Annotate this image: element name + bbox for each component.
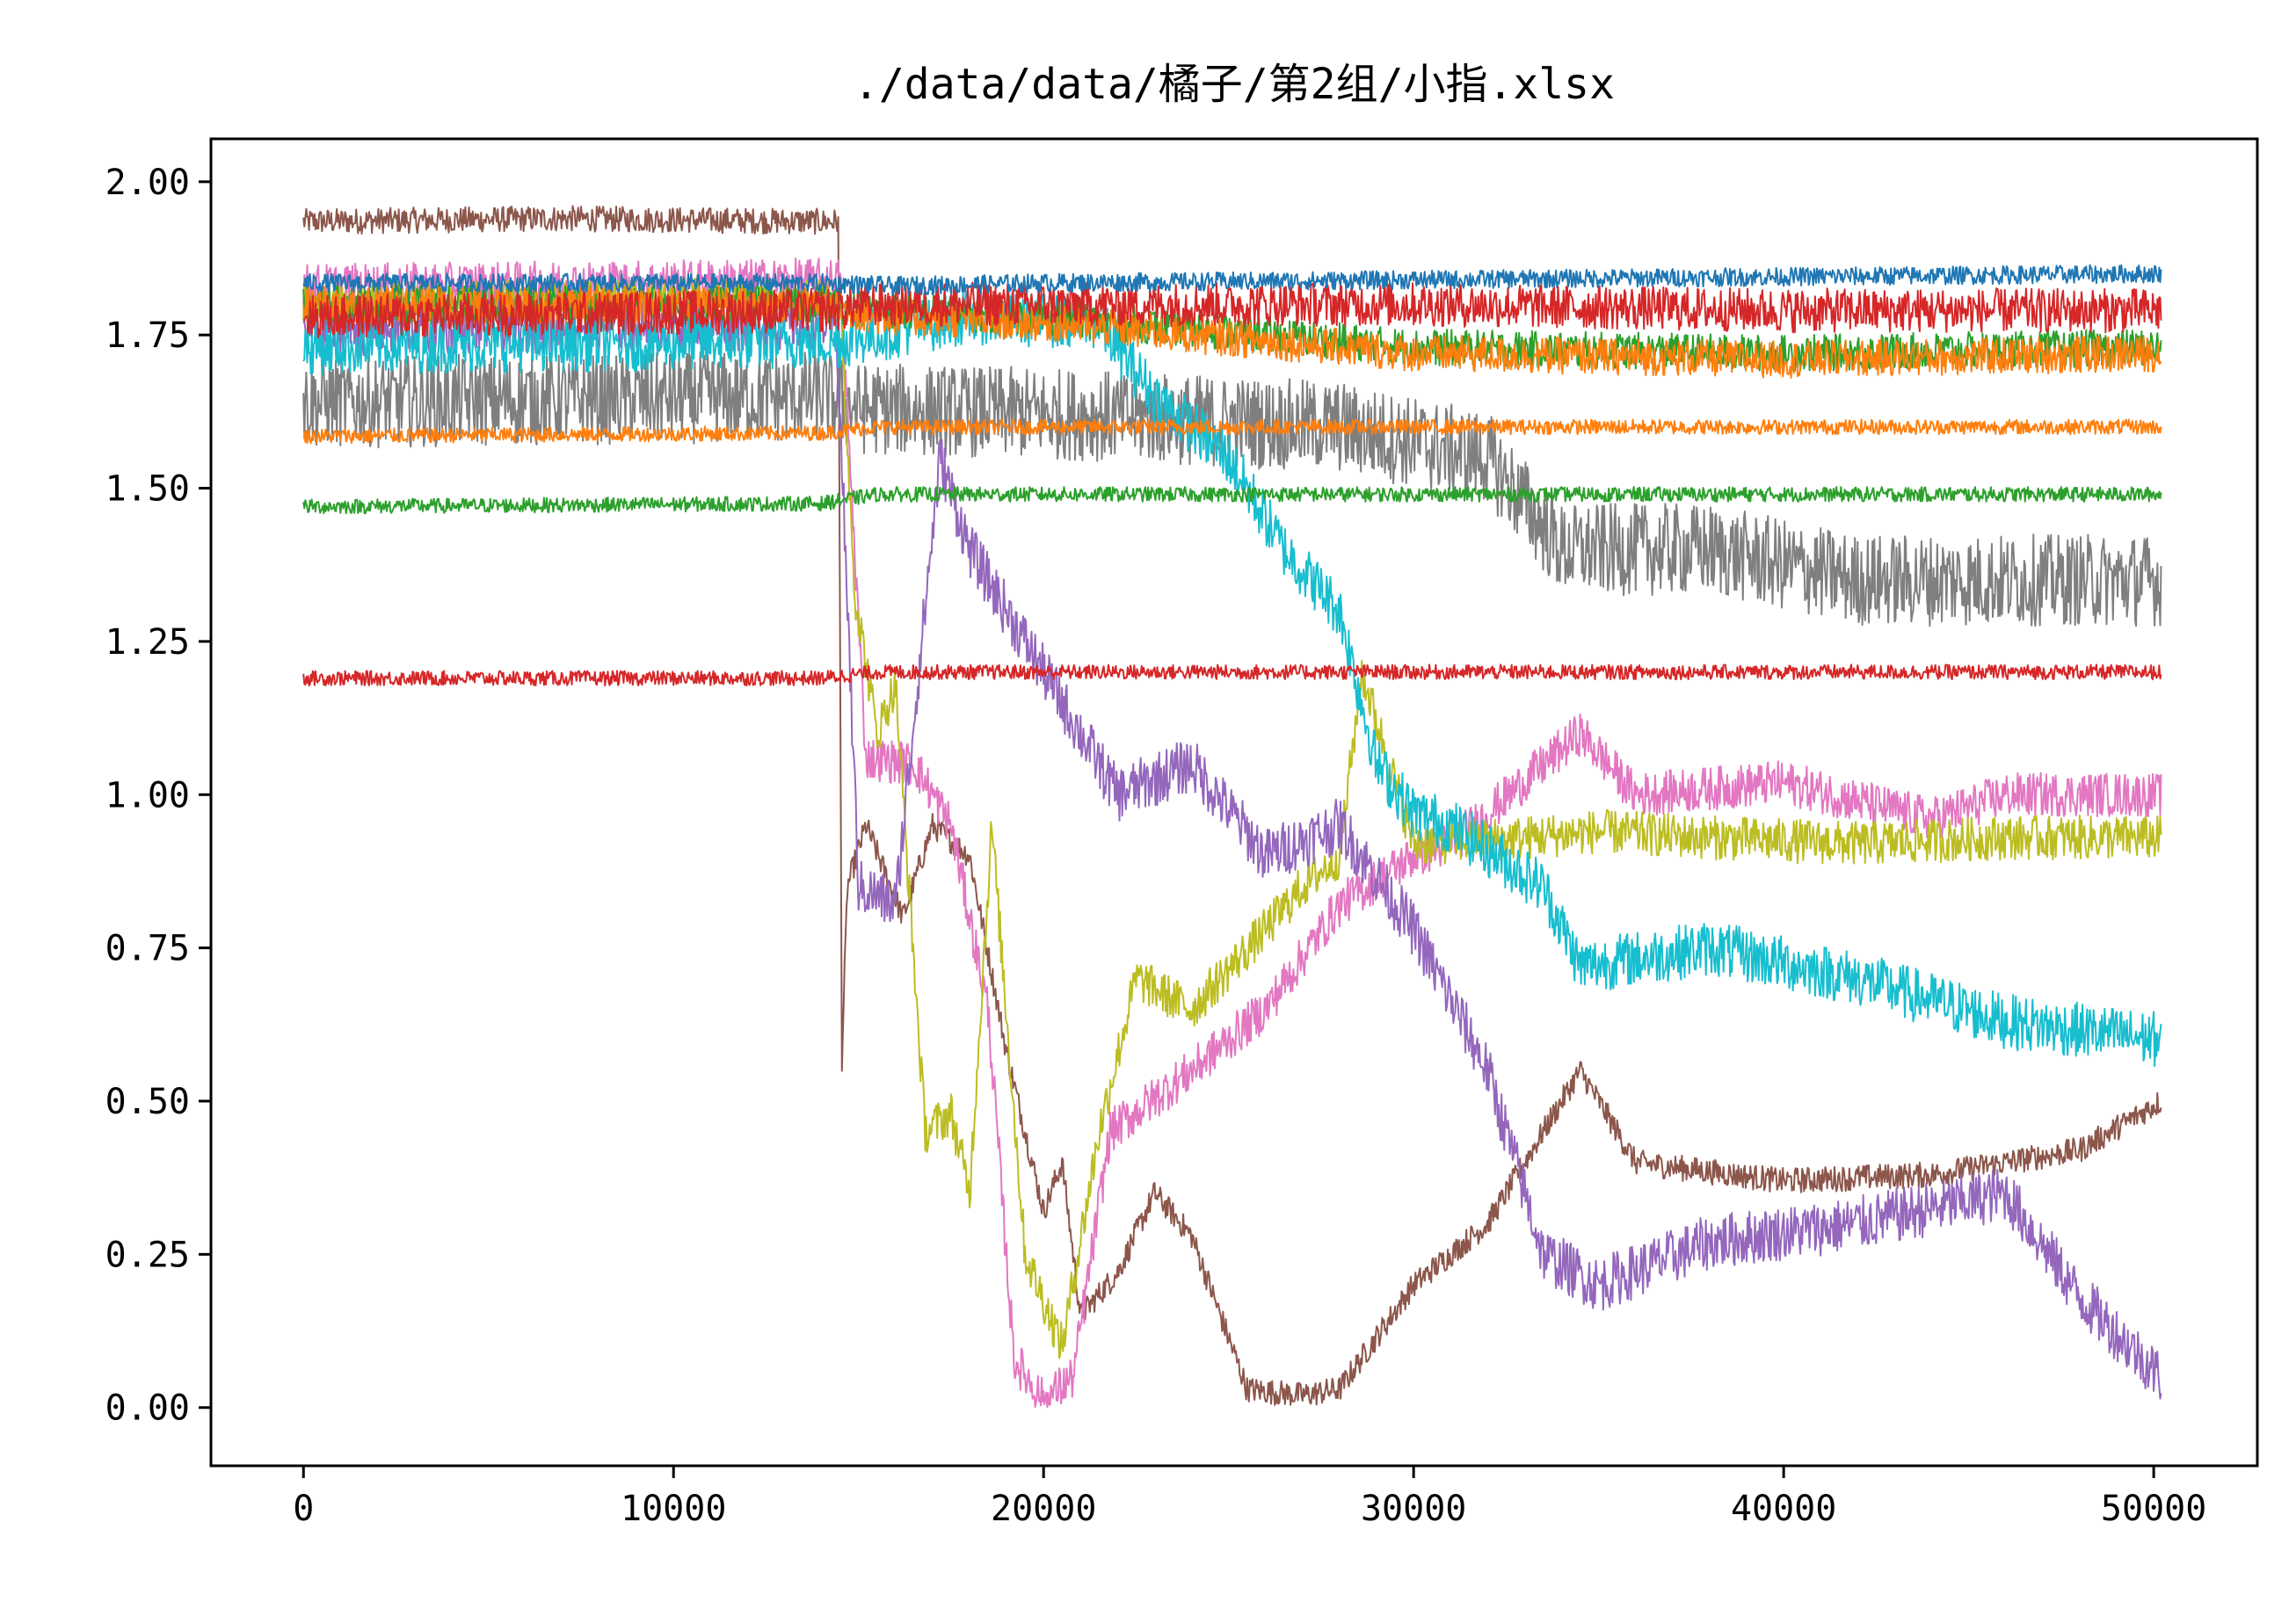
y-tick-label: 1.00 (105, 775, 190, 815)
y-tick-label: 0.00 (105, 1388, 190, 1429)
x-tick-label: 30000 (1361, 1489, 1466, 1529)
y-tick-label: 1.25 (105, 622, 190, 663)
x-tick-label: 50000 (2101, 1489, 2206, 1529)
y-tick-label: 1.75 (105, 315, 190, 356)
x-tick-label: 0 (293, 1489, 314, 1529)
series-line-10 (303, 418, 2162, 445)
series-line-0 (302, 205, 2162, 1406)
series-layer (302, 205, 2162, 1409)
series-line-5 (302, 288, 2162, 1068)
x-tick-label: 40000 (1731, 1489, 1836, 1529)
y-tick-label: 1.50 (105, 469, 190, 510)
series-line-11 (302, 486, 2162, 515)
series-line-2 (302, 257, 2162, 1409)
x-tick-label: 10000 (621, 1489, 726, 1529)
series-line-3 (302, 275, 2162, 1359)
y-tick-label: 0.75 (105, 929, 190, 969)
series-line-8 (302, 281, 2162, 338)
y-axis: 0.00 0.25 0.50 0.75 1.00 1.25 1.50 1.75 2.00 (105, 163, 211, 1429)
y-tick-label: 2.00 (105, 163, 190, 203)
y-tick-label: 0.50 (105, 1082, 190, 1122)
chart-title: ./data/data/橘子/第2组/小指.xlsx (854, 60, 1615, 109)
x-axis: 0 10000 20000 30000 40000 50000 (293, 1466, 2206, 1529)
series-line-12 (302, 663, 2162, 687)
series-line-1 (302, 351, 2162, 627)
y-tick-label: 0.25 (105, 1235, 190, 1275)
x-tick-label: 20000 (991, 1489, 1096, 1529)
plot-frame (209, 137, 2259, 1468)
series-line-9 (302, 264, 2162, 296)
